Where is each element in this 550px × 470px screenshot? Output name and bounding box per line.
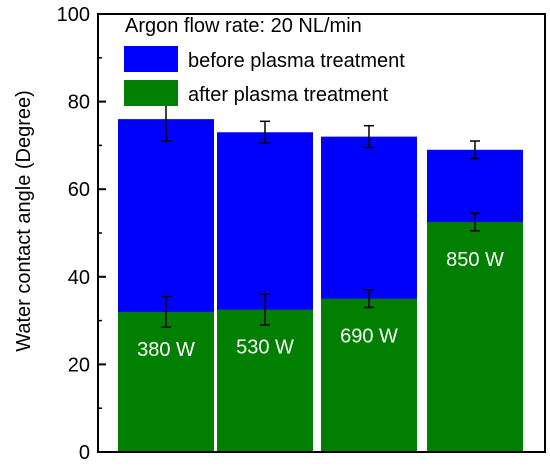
error-bar-before-3: [364, 124, 374, 149]
y-tick-label-40: 40: [68, 267, 90, 289]
bar-label-2: 530 W: [236, 337, 294, 359]
legend-label-before: before plasma treatment: [188, 50, 405, 72]
y-tick-label-20: 20: [68, 354, 90, 376]
error-bar-after-1: [161, 295, 171, 328]
y-tick-label-80: 80: [68, 92, 90, 114]
error-bar-before-4: [470, 140, 480, 160]
y-ticks-layer: 0 20 40 60 80 100: [57, 4, 90, 464]
y-axis-title: Water contact angle (Degree): [13, 90, 35, 352]
error-bar-after-3: [364, 289, 374, 309]
error-bar-after-2: [260, 293, 270, 326]
bars-layer: [118, 119, 523, 453]
bar-after-3: [321, 298, 417, 452]
legend-label-after: after plasma treatment: [188, 84, 389, 106]
bar-label-1: 380 W: [137, 339, 195, 361]
legend: Argon flow rate: 20 NL/min before plasma…: [124, 15, 405, 106]
legend-swatch-after: [124, 80, 178, 106]
legend-title: Argon flow rate: 20 NL/min: [125, 15, 362, 37]
bar-after-1: [118, 311, 214, 452]
error-bars-layer: [161, 96, 480, 328]
y-tick-label-0: 0: [79, 442, 90, 464]
bar-label-4: 850 W: [446, 249, 504, 271]
axes-layer: [97, 13, 546, 453]
bar-after-4: [427, 222, 523, 452]
bar-label-3: 690 W: [340, 326, 398, 348]
error-bar-after-4: [470, 212, 480, 232]
error-bar-before-2: [260, 120, 270, 144]
legend-swatch-before: [124, 46, 178, 72]
y-tick-label-100: 100: [57, 4, 90, 26]
y-tick-label-60: 60: [68, 179, 90, 201]
bar-after-2: [217, 309, 313, 452]
bar-labels-layer: 380 W 530 W 690 W 850 W: [137, 249, 504, 361]
